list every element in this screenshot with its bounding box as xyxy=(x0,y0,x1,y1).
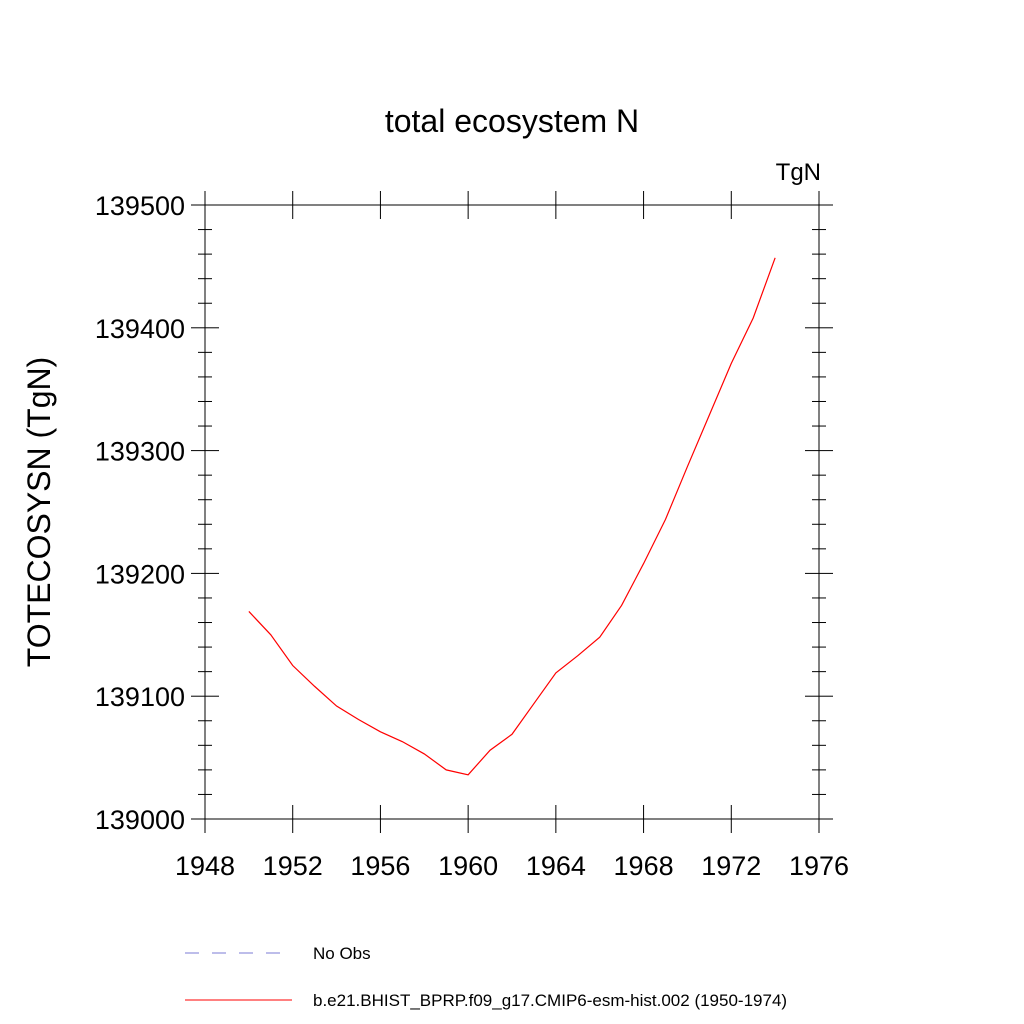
y-tick-label: 139500 xyxy=(95,191,185,221)
chart-title: total ecosystem N xyxy=(385,103,639,139)
series-layer xyxy=(248,257,776,776)
units-label: TgN xyxy=(776,159,821,186)
y-tick-label: 139300 xyxy=(95,437,185,467)
x-tick-labels: 1948 1952 1956 1960 1964 1968 1972 1976 xyxy=(175,851,849,881)
x-tick-label: 1960 xyxy=(438,851,498,881)
x-tick-label: 1968 xyxy=(614,851,674,881)
series-line xyxy=(248,257,776,776)
y-tick-label: 139100 xyxy=(95,682,185,712)
legend-label-model-run: b.e21.BHIST_BPRP.f09_g17.CMIP6-esm-hist.… xyxy=(313,991,787,1010)
x-tick-label: 1964 xyxy=(526,851,586,881)
x-tick-label: 1952 xyxy=(263,851,323,881)
axis-ticks xyxy=(191,191,833,833)
x-tick-label: 1956 xyxy=(350,851,410,881)
legend: No Obs b.e21.BHIST_BPRP.f09_g17.CMIP6-es… xyxy=(185,944,787,1010)
y-tick-label: 139400 xyxy=(95,314,185,344)
x-tick-label: 1976 xyxy=(789,851,849,881)
x-tick-label: 1972 xyxy=(701,851,761,881)
legend-label-no-obs: No Obs xyxy=(313,944,371,963)
y-tick-labels: 139000 139100 139200 139300 139400 139500 xyxy=(95,191,185,835)
y-tick-label: 139000 xyxy=(95,805,185,835)
y-axis-label: TOTECOSYSN (TgN) xyxy=(21,357,57,668)
y-tick-label: 139200 xyxy=(95,559,185,589)
x-tick-label: 1948 xyxy=(175,851,235,881)
plot-frame xyxy=(204,204,820,820)
